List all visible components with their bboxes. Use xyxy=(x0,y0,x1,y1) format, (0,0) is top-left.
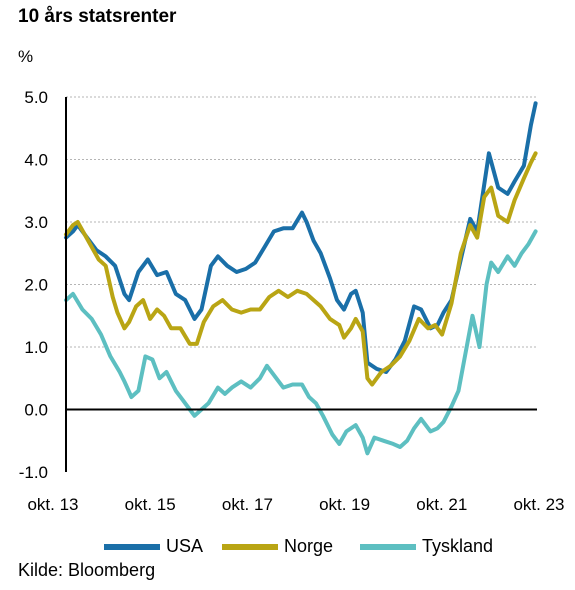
y-tick-label: 2.0 xyxy=(24,276,48,295)
x-tick-label: okt. 21 xyxy=(416,495,467,514)
y-tick-label: 5.0 xyxy=(24,88,48,107)
y-tick-label: 3.0 xyxy=(24,213,48,232)
legend-swatch-tyskland xyxy=(360,543,416,550)
legend-swatch-usa xyxy=(104,543,160,550)
legend-label-tyskland: Tyskland xyxy=(422,536,494,556)
y-tick-label: 4.0 xyxy=(24,151,48,170)
x-tick-label: okt. 17 xyxy=(222,495,273,514)
y-tick-label: -1.0 xyxy=(19,463,48,482)
y-axis-ticks: 5.0 4.0 3.0 2.0 1.0 0.0 -1.0 xyxy=(19,88,48,482)
grid-lines xyxy=(66,96,537,348)
chart-title: 10 års statsrenter xyxy=(18,6,177,27)
legend: USA Norge Tyskland xyxy=(0,536,575,564)
series-line-norge xyxy=(64,151,538,387)
legend-label-usa: USA xyxy=(166,536,204,556)
legend-item-norge: Norge xyxy=(222,536,333,557)
x-tick-label: okt. 19 xyxy=(319,495,370,514)
source-note: Kilde: Bloomberg xyxy=(18,560,156,580)
y-axis-unit: % xyxy=(18,47,34,66)
x-tick-label: okt. 23 xyxy=(513,495,564,514)
legend-item-tyskland: Tyskland xyxy=(360,536,493,557)
legend-item-usa: USA xyxy=(104,536,203,557)
legend-swatch-norge xyxy=(222,543,278,550)
y-tick-label: 1.0 xyxy=(24,338,48,357)
line-chart: 5.04.03.02.01.00.0-1.0 okt. 13 okt. 15 okt… xyxy=(19,88,565,514)
y-tick-label: 0.0 xyxy=(24,401,48,420)
x-tick-label: okt. 15 xyxy=(125,495,176,514)
x-tick-label: okt. 13 xyxy=(27,495,78,514)
x-axis-ticks: okt. 13 okt. 15 okt. 17 okt. 19 okt. 21 okt. … xyxy=(27,495,564,514)
series-lines xyxy=(64,101,538,456)
legend-label-norge: Norge xyxy=(284,536,334,556)
series-line-tyskland xyxy=(64,229,538,456)
